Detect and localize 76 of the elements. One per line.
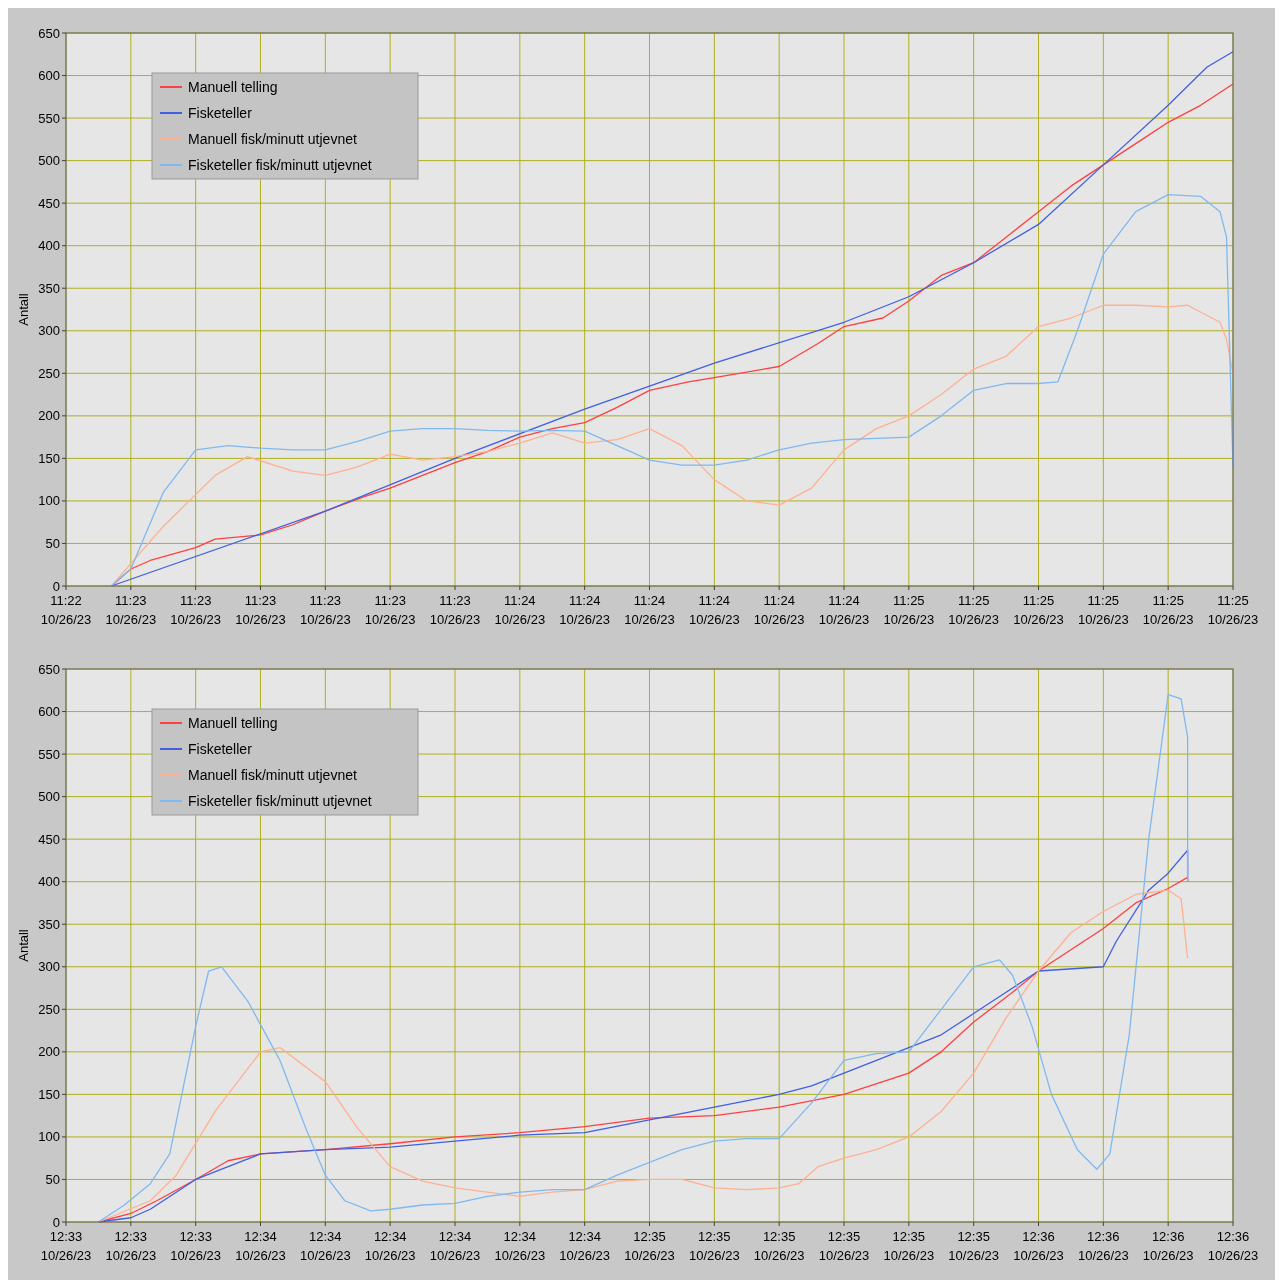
y-tick-label: 200 [38, 408, 60, 424]
y-tick-label: 600 [38, 68, 60, 84]
x-tick-label: 12:33 10/26/23 [105, 1229, 157, 1263]
x-tick-label: 12:34 10/26/23 [494, 1229, 546, 1263]
x-tick-label: 11:24 10/26/23 [559, 593, 610, 627]
y-tick-label: 250 [38, 365, 60, 381]
y-tick-label: 200 [38, 1044, 60, 1060]
x-tick-label: 12:34 10/26/23 [364, 1229, 416, 1263]
x-tick-label: 11:24 10/26/23 [624, 593, 675, 627]
x-tick-label: 11:25 10/26/23 [948, 593, 999, 627]
legend-label: Manuell telling [188, 714, 278, 731]
legend-label: Manuell fisk/minutt utjevnet [188, 766, 357, 783]
y-tick-label: 150 [38, 1086, 60, 1102]
x-tick-label: 11:23 10/26/23 [235, 593, 286, 627]
y-axis-title: Antall [16, 293, 31, 326]
legend-label: Manuell telling [188, 78, 278, 95]
y-tick-label: 0 [52, 1214, 60, 1230]
x-tick-label: 12:33 10/26/23 [170, 1229, 221, 1263]
y-tick-label: 350 [38, 280, 60, 296]
y-tick-label: 600 [38, 704, 60, 720]
x-tick-label: 12:35 10/26/23 [883, 1229, 935, 1263]
y-tick-label: 450 [38, 195, 60, 211]
x-tick-label: 12:34 10/26/23 [559, 1229, 610, 1263]
x-tick-label: 11:23 10/26/23 [364, 593, 416, 627]
x-tick-label: 12:34 10/26/23 [429, 1229, 481, 1263]
x-tick-label: 11:24 10/26/23 [753, 593, 805, 627]
legend-label: Fisketeller fisk/minutt utjevnet [188, 156, 372, 173]
x-tick-label: 11:23 10/26/23 [300, 593, 351, 627]
y-tick-label: 50 [45, 536, 60, 552]
x-tick-label: 12:35 10/26/23 [818, 1229, 870, 1263]
y-tick-label: 50 [45, 1172, 60, 1188]
y-tick-label: 300 [38, 959, 60, 975]
x-tick-label: 11:23 10/26/23 [170, 593, 221, 627]
x-tick-label: 12:36 10/26/23 [1142, 1229, 1194, 1263]
y-tick-label: 650 [38, 661, 60, 677]
y-axis-title: Antall [16, 929, 31, 962]
y-tick-label: 450 [38, 831, 60, 847]
y-tick-label: 500 [38, 153, 60, 169]
y-tick-label: 550 [38, 746, 60, 762]
legend-label: Manuell fisk/minutt utjevnet [188, 130, 357, 147]
y-tick-label: 0 [52, 578, 60, 594]
x-tick-label: 11:24 10/26/23 [689, 593, 740, 627]
x-tick-label: 11:24 10/26/23 [818, 593, 870, 627]
x-tick-label: 11:25 10/26/23 [1207, 593, 1259, 627]
x-tick-label: 12:35 10/26/23 [689, 1229, 740, 1263]
y-tick-label: 100 [38, 493, 60, 509]
y-tick-label: 100 [38, 1129, 60, 1145]
y-tick-label: 300 [38, 323, 60, 339]
y-tick-label: 250 [38, 1001, 60, 1017]
x-tick-label: 12:35 10/26/23 [624, 1229, 675, 1263]
x-tick-label: 12:34 10/26/23 [235, 1229, 286, 1263]
x-tick-label: 12:36 10/26/23 [1013, 1229, 1064, 1263]
y-tick-label: 150 [38, 450, 60, 466]
x-tick-label: 11:23 10/26/23 [105, 593, 157, 627]
y-tick-label: 400 [38, 238, 60, 254]
y-tick-label: 550 [38, 110, 60, 126]
y-tick-label: 400 [38, 874, 60, 890]
x-tick-label: 11:25 10/26/23 [1013, 593, 1064, 627]
x-tick-label: 12:35 10/26/23 [948, 1229, 999, 1263]
legend-label: Fisketeller [188, 740, 253, 757]
x-tick-label: 11:25 10/26/23 [883, 593, 935, 627]
legend-label: Fisketeller [188, 104, 253, 121]
x-tick-label: 12:33 10/26/23 [40, 1229, 92, 1263]
x-tick-label: 11:23 10/26/23 [429, 593, 481, 627]
x-tick-label: 11:24 10/26/23 [494, 593, 546, 627]
x-tick-label: 11:25 10/26/23 [1078, 593, 1129, 627]
x-tick-label: 12:34 10/26/23 [300, 1229, 351, 1263]
x-tick-label: 11:25 10/26/23 [1142, 593, 1194, 627]
x-tick-label: 12:35 10/26/23 [753, 1229, 805, 1263]
y-tick-label: 350 [38, 916, 60, 932]
x-tick-label: 12:36 10/26/23 [1078, 1229, 1129, 1263]
x-tick-label: 11:22 10/26/23 [40, 593, 92, 627]
y-tick-label: 650 [38, 25, 60, 41]
legend-label: Fisketeller fisk/minutt utjevnet [188, 792, 372, 809]
x-tick-label: 12:36 10/26/23 [1207, 1229, 1259, 1263]
y-tick-label: 500 [38, 789, 60, 805]
